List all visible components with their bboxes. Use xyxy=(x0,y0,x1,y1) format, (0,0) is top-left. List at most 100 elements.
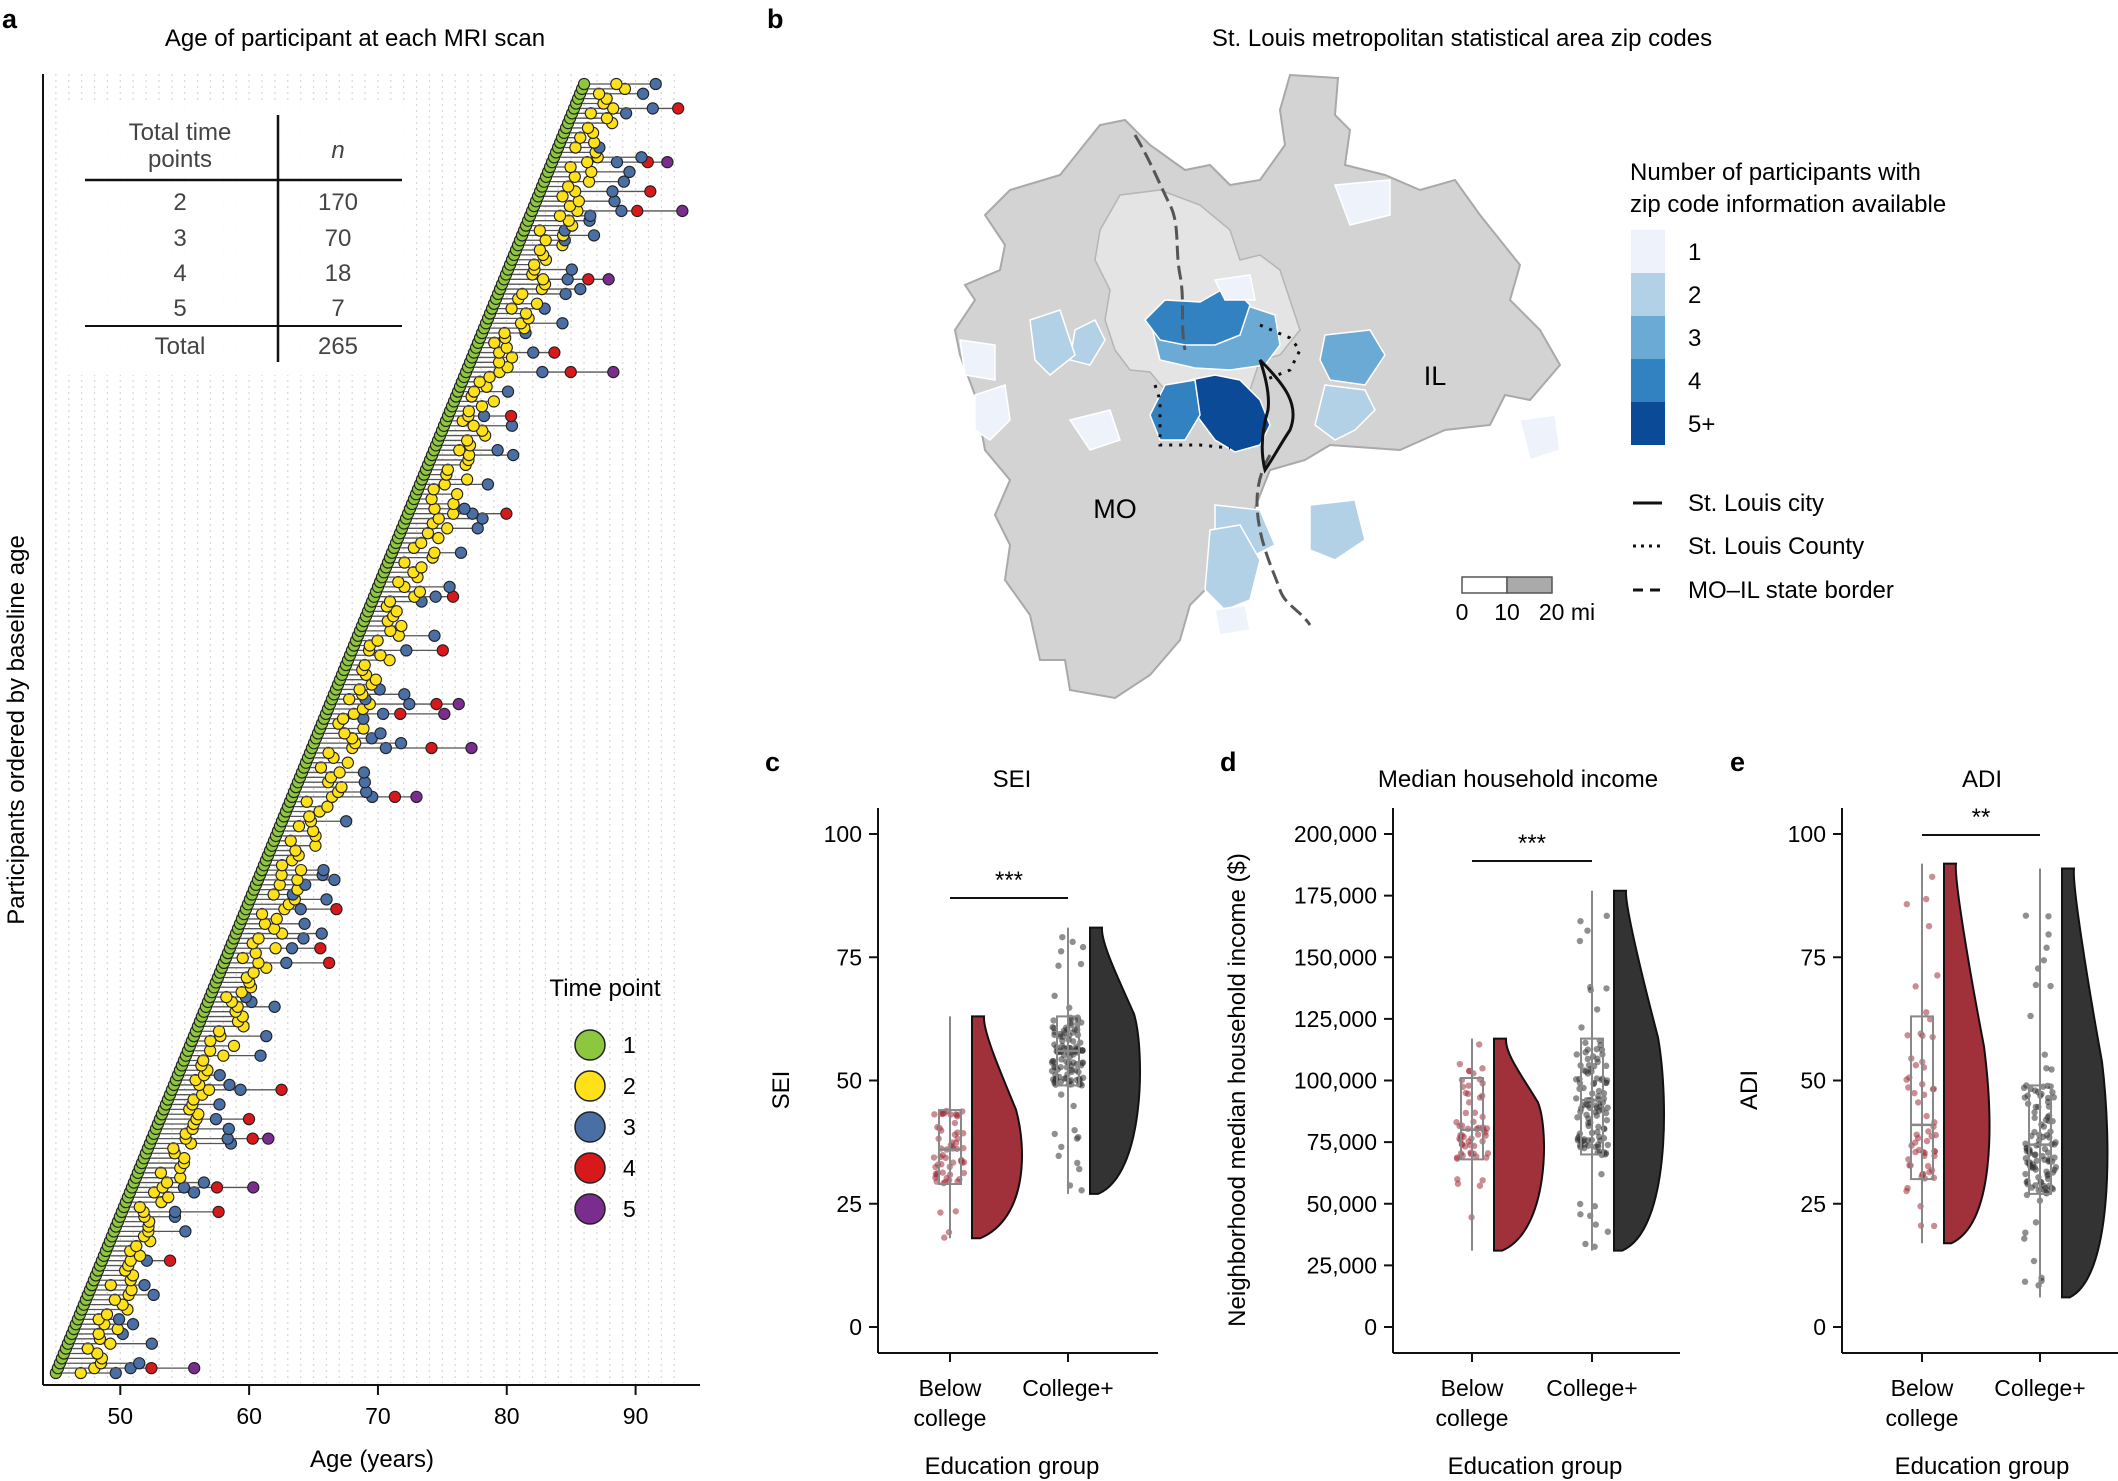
scan-point xyxy=(300,795,313,808)
participant-row xyxy=(217,956,336,970)
data-point xyxy=(1922,895,1930,903)
map-scale-bar: 0 10 20 mi xyxy=(1456,576,1595,625)
map-zip-2-far-west xyxy=(1029,309,1076,377)
legend-label: 4 xyxy=(1688,368,1701,395)
legend-swatch xyxy=(1631,230,1665,273)
scan-point xyxy=(615,204,628,218)
data-point xyxy=(937,1209,944,1216)
y-tick-label: 0 xyxy=(849,1314,862,1340)
legend-label: 3 xyxy=(1688,325,1701,352)
panel-d: d Median household income Neighborhood m… xyxy=(1220,747,1680,1480)
scan-point xyxy=(254,1049,267,1062)
scan-point xyxy=(209,1112,223,1126)
scan-point xyxy=(394,707,407,721)
data-point xyxy=(1584,1046,1592,1053)
data-point xyxy=(1069,938,1076,946)
y-tick-label: 25,000 xyxy=(1307,1252,1377,1278)
data-point xyxy=(960,1169,968,1177)
box xyxy=(2028,1084,2052,1195)
legend-label: 3 xyxy=(623,1114,636,1140)
scan-point xyxy=(394,736,408,750)
box xyxy=(1580,1037,1604,1156)
legend-swatch xyxy=(1631,273,1665,316)
scan-point xyxy=(649,77,662,91)
data-point xyxy=(1483,1125,1491,1132)
scan-point xyxy=(104,1278,117,1292)
significance-label: *** xyxy=(995,867,1023,894)
scan-point xyxy=(646,102,659,115)
data-point xyxy=(932,1163,939,1171)
data-point xyxy=(2022,1229,2029,1236)
scan-point xyxy=(610,77,623,91)
scan-point xyxy=(246,1132,259,1145)
panel-e-label: e xyxy=(1730,747,1745,777)
scan-point xyxy=(197,1176,211,1189)
scan-point xyxy=(371,634,384,647)
legend-swatch xyxy=(574,1152,606,1184)
data-point xyxy=(1903,1187,1910,1195)
data-point xyxy=(1591,1243,1598,1250)
map-st-louis-county xyxy=(1153,323,1302,450)
panel-b-label: b xyxy=(767,4,784,34)
scan-point xyxy=(661,155,674,169)
box xyxy=(1460,1077,1484,1161)
data-point xyxy=(2045,1171,2052,1178)
density-cloud xyxy=(2061,867,2109,1299)
data-point xyxy=(1461,1143,1469,1150)
data-point xyxy=(2023,1082,2030,1089)
data-point xyxy=(1484,1150,1492,1157)
data-point xyxy=(1595,1133,1603,1141)
x-tick-label: 90 xyxy=(623,1403,649,1429)
data-point xyxy=(1058,1143,1065,1151)
data-point xyxy=(1058,1091,1065,1098)
data-point xyxy=(2033,1157,2040,1164)
scan-point xyxy=(410,790,423,804)
data-point xyxy=(2031,1128,2038,1136)
y-tick-label: 175,000 xyxy=(1294,883,1377,909)
y-tick-label: 200,000 xyxy=(1294,821,1377,847)
table-cell: 70 xyxy=(325,225,352,252)
data-point xyxy=(2044,1175,2052,1183)
scan-point xyxy=(336,712,350,725)
scan-point xyxy=(335,780,348,794)
data-point xyxy=(1048,1067,1056,1075)
scale-label-10: 10 xyxy=(1494,599,1520,625)
scan-point xyxy=(285,942,299,955)
scan-point xyxy=(453,444,466,457)
scan-point xyxy=(383,595,397,608)
y-tick-label: 0 xyxy=(1364,1314,1377,1340)
x-tick-label: College+ xyxy=(1546,1375,1637,1401)
participant-row xyxy=(311,727,387,740)
data-point xyxy=(1051,992,1058,1000)
scan-point xyxy=(577,77,591,91)
x-tick-label: college xyxy=(914,1405,987,1431)
scan-point xyxy=(564,365,577,379)
scan-point xyxy=(564,160,577,174)
scan-point xyxy=(465,741,478,755)
scan-point xyxy=(294,863,308,877)
table-header-left-2: points xyxy=(148,146,212,173)
panel-a-gridlines xyxy=(55,74,675,1383)
data-point xyxy=(1574,1114,1581,1121)
panel-c-label: c xyxy=(765,747,780,777)
data-point xyxy=(1058,1056,1065,1063)
table-cell: 4 xyxy=(173,260,186,287)
data-point xyxy=(932,1174,939,1181)
map-state-il: IL xyxy=(1424,361,1447,391)
map-zip-4 xyxy=(1144,284,1251,346)
data-point xyxy=(1904,1032,1911,1039)
scan-point xyxy=(498,326,511,340)
legend-label: 1 xyxy=(1688,239,1701,266)
scan-point xyxy=(260,1029,273,1043)
data-point xyxy=(1903,900,1911,908)
scan-point xyxy=(284,834,297,847)
scale-label-0: 0 xyxy=(1456,599,1469,625)
x-tick-label: College+ xyxy=(1994,1375,2085,1401)
data-point xyxy=(2027,1012,2034,1020)
scan-point xyxy=(133,1200,146,1214)
participant-row xyxy=(153,1112,256,1126)
x-tick-label: 50 xyxy=(107,1403,133,1429)
scan-point xyxy=(501,385,515,398)
panel-a-legend: Time point 1 2 3 4 5 xyxy=(549,975,661,1225)
legend-label: 5+ xyxy=(1688,411,1715,438)
